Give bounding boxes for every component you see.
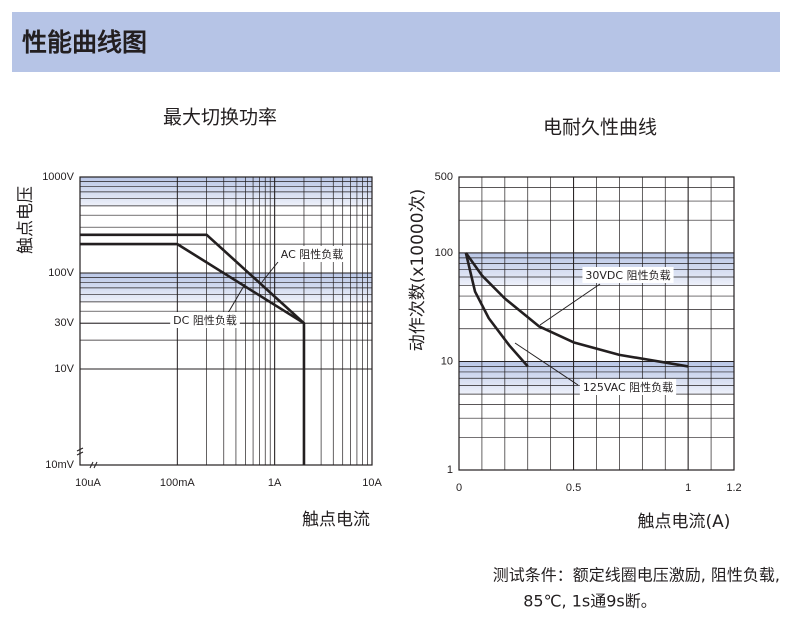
annotation-arrow <box>514 342 579 386</box>
y-tick-label: 1 <box>447 464 453 476</box>
series-label: AC 阻性负载 <box>281 247 344 261</box>
x-tick-label: 0 <box>456 482 462 494</box>
annotation-arrow <box>227 283 246 314</box>
header-bar <box>12 12 780 72</box>
series-label: 125VAC 阻性负载 <box>583 380 673 394</box>
y-tick-label: 1000V <box>42 171 74 183</box>
annotation-bg <box>170 312 240 328</box>
annotation-arrow <box>261 261 279 283</box>
series-line <box>80 233 306 465</box>
x-tick-label: 1A <box>268 477 282 489</box>
series-line <box>464 252 529 368</box>
plot-frame <box>458 176 735 471</box>
test-note: 85℃, 1s通9s断。 <box>523 592 657 611</box>
chart-title: 最大切换功率 <box>163 107 277 129</box>
axis-break <box>76 447 84 456</box>
x-axis-label: 触点电流(A) <box>638 512 731 532</box>
series-line <box>80 242 305 325</box>
x-tick-label: 1 <box>685 482 691 494</box>
test-note: 测试条件：额定线圈电压激励, 阻性负载, <box>493 566 780 585</box>
axis-break <box>89 461 98 469</box>
x-tick-label: 1.2 <box>726 482 741 494</box>
x-tick-label: 100mA <box>160 477 196 489</box>
grid-band <box>80 273 372 302</box>
chart-title: 电耐久性曲线 <box>543 117 657 139</box>
x-tick-label: 0.5 <box>566 482 581 494</box>
annotation-bg <box>277 246 347 262</box>
annotation-arrow <box>539 283 601 326</box>
y-tick-label: 10 <box>441 355 453 367</box>
x-tick-label: 10uA <box>75 477 101 489</box>
y-tick-label: 500 <box>435 171 453 183</box>
x-tick-label: 10A <box>362 477 382 489</box>
y-tick-label: 10mV <box>45 459 74 471</box>
y-tick-label: 30V <box>54 317 74 329</box>
series-label: 30VDC 阻性负载 <box>585 268 670 282</box>
header-title: 性能曲线图 <box>22 28 147 57</box>
annotation-bg <box>582 267 674 283</box>
plot-frame <box>79 176 373 466</box>
y-axis-label: 动作次数(x10000次) <box>408 189 428 351</box>
annotation-bg <box>579 379 677 395</box>
y-tick-label: 100 <box>435 247 453 259</box>
series-label: DC 阻性负载 <box>173 313 237 327</box>
y-tick-label: 10V <box>54 363 74 375</box>
y-tick-label: 100V <box>48 267 74 279</box>
series-line <box>464 252 689 368</box>
y-axis-label: 触点电压 <box>16 186 36 254</box>
grid-band <box>80 177 372 206</box>
x-axis-label: 触点电流 <box>302 510 370 530</box>
